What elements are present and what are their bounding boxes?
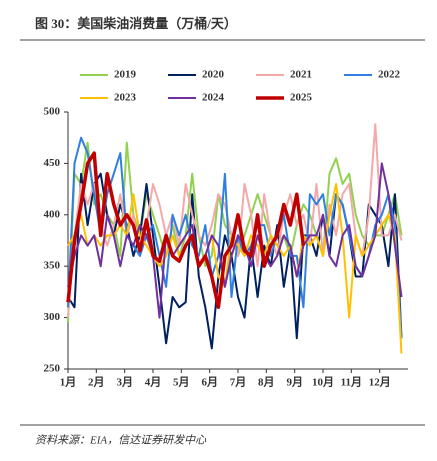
x-tick-label: 4月	[145, 376, 162, 389]
legend-label: 2021	[290, 69, 312, 81]
y-tick-label: 300	[44, 311, 61, 323]
x-tick-label: 3月	[116, 376, 133, 389]
x-tick-label: 6月	[201, 376, 218, 389]
x-tick-label: 8月	[258, 376, 275, 389]
legend-label: 2023	[114, 92, 137, 104]
x-tick-label: 9月	[286, 376, 303, 389]
source-note: 资料来源：EIA，信达证券研发中心	[35, 434, 207, 447]
y-tick-label: 350	[44, 260, 61, 272]
series-line	[67, 162, 403, 319]
x-tick-label: 1月	[60, 376, 77, 389]
y-tick-label: 500	[44, 106, 61, 118]
legend-label: 2025	[290, 92, 313, 104]
chart-title: 图 30：美国柴油消费量（万桶/天）	[35, 16, 237, 31]
series-line	[67, 136, 403, 339]
legend-label: 2024	[202, 92, 225, 104]
legend-label: 2020	[202, 69, 225, 81]
y-tick-label: 450	[44, 157, 61, 169]
y-tick-label: 400	[44, 208, 61, 220]
x-tick-label: 11月	[341, 376, 362, 389]
x-tick-label: 10月	[312, 376, 334, 389]
y-tick-label: 250	[44, 363, 61, 375]
series-line	[66, 151, 306, 310]
x-tick-label: 7月	[230, 376, 247, 389]
legend-label: 2022	[378, 69, 401, 81]
x-tick-label: 5月	[173, 376, 190, 389]
x-tick-label: 2月	[88, 376, 105, 389]
series-line	[67, 183, 403, 354]
legend-label: 2019	[114, 69, 137, 81]
x-tick-label: 12月	[369, 376, 391, 389]
